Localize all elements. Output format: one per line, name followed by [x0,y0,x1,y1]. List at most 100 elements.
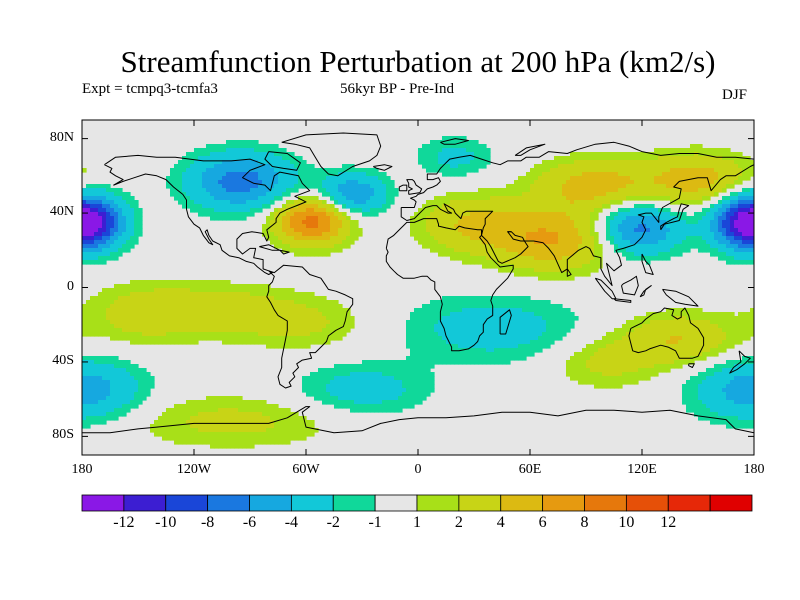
field-cell [222,212,227,217]
field-cell [434,212,439,217]
field-cell [86,300,91,305]
field-cell [354,172,359,177]
field-cell [482,144,487,149]
field-cell [522,232,527,237]
field-cell [430,148,435,153]
field-cell [550,180,555,185]
field-cell [262,200,267,205]
field-cell [222,208,227,213]
field-cell [202,280,207,285]
field-cell [590,184,595,189]
field-cell [370,168,375,173]
field-cell [274,244,279,249]
field-cell [306,320,311,325]
field-cell [610,152,615,157]
field-cell [554,308,559,313]
field-cell [726,248,731,253]
field-cell [730,180,735,185]
field-cell [486,208,491,213]
field-cell [526,180,531,185]
field-cell [298,204,303,209]
field-cell [158,288,163,293]
field-cell [550,220,555,225]
field-cell [426,340,431,345]
field-cell [562,328,567,333]
field-cell [346,220,351,225]
field-cell [298,300,303,305]
field-cell [530,304,535,309]
field-cell [482,296,487,301]
field-cell [718,188,723,193]
field-cell [446,340,451,345]
field-cell [454,168,459,173]
field-cell [626,160,631,165]
field-cell [530,224,535,229]
field-cell [462,256,467,261]
field-cell [190,340,195,345]
field-cell [490,260,495,265]
field-cell [90,208,95,213]
field-cell [458,196,463,201]
field-cell [338,200,343,205]
field-cell [538,340,543,345]
field-cell [186,328,191,333]
field-cell [666,240,671,245]
field-cell [350,228,355,233]
field-cell [510,200,515,205]
field-cell [250,284,255,289]
field-cell [526,308,531,313]
field-cell [694,172,699,177]
field-cell [442,244,447,249]
field-cell [574,192,579,197]
field-cell [198,160,203,165]
field-cell [374,180,379,185]
field-cell [590,192,595,197]
field-cell [98,260,103,265]
field-cell [582,152,587,157]
field-cell [362,180,367,185]
field-cell [278,160,283,165]
field-cell [226,204,231,209]
field-cell [298,200,303,205]
field-cell [182,292,187,297]
field-cell [602,176,607,181]
field-cell [246,180,251,185]
field-cell [342,324,347,329]
field-cell [734,328,739,333]
field-cell [634,252,639,257]
field-cell [606,192,611,197]
field-cell [194,324,199,329]
field-cell [746,168,751,173]
field-cell [422,240,427,245]
field-cell [314,248,319,253]
field-cell [214,176,219,181]
field-cell [234,176,239,181]
field-cell [242,308,247,313]
field-cell [146,300,151,305]
field-cell [434,236,439,241]
field-cell [98,184,103,189]
field-cell [622,236,627,241]
field-cell [682,236,687,241]
field-cell [134,296,139,301]
field-cell [266,196,271,201]
field-cell [294,328,299,333]
field-cell [538,200,543,205]
field-cell [490,332,495,337]
field-cell [614,228,619,233]
field-cell [430,324,435,329]
field-cell [238,160,243,165]
field-cell [566,208,571,213]
field-cell [166,176,171,181]
field-cell [250,192,255,197]
field-cell [122,236,127,241]
field-cell [458,172,463,177]
field-cell [522,300,527,305]
field-cell [650,316,655,321]
field-cell [678,200,683,205]
field-cell [614,152,619,157]
field-cell [554,268,559,273]
field-cell [106,304,111,309]
field-cell [438,156,443,161]
